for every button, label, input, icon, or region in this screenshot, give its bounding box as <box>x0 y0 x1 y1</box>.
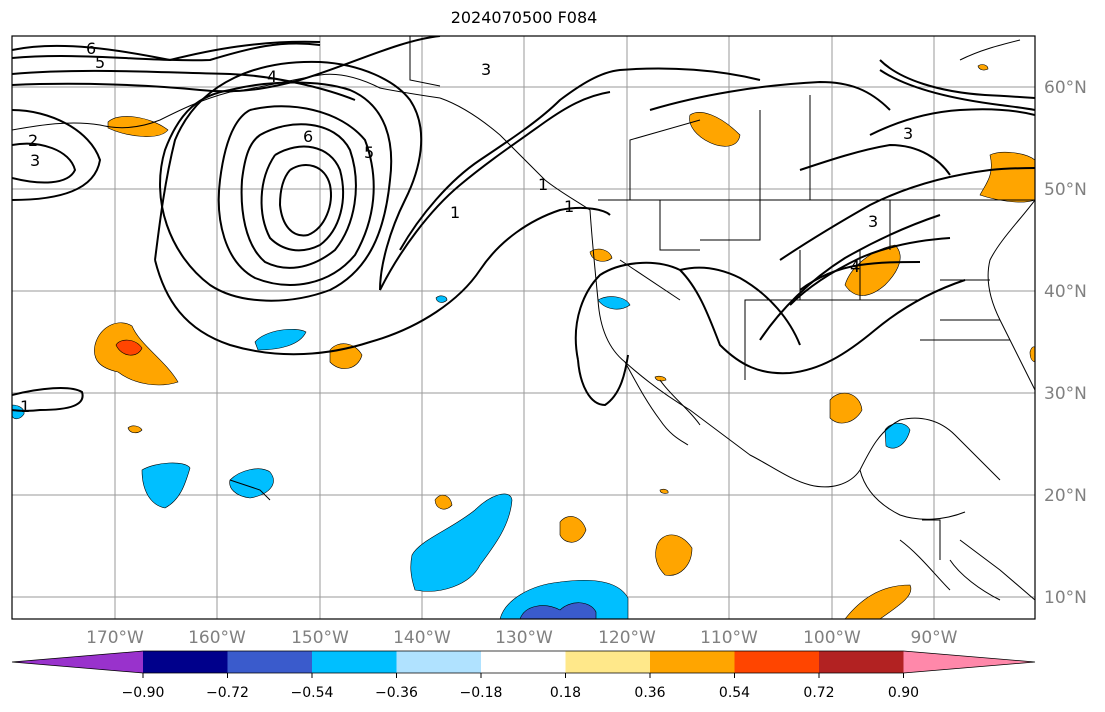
coastlines-borders <box>12 36 1035 601</box>
colorbar-tick-label: −0.72 <box>206 685 249 701</box>
lat-label: 30°N <box>1044 384 1087 404</box>
colorbar-tick-label: −0.54 <box>291 685 334 701</box>
colorbar: −0.90 −0.72 −0.54 −0.36 −0.18 0.18 0.36 0.54 0.7… <box>11 650 1036 701</box>
lon-label: 110°W <box>700 628 758 648</box>
positive-anomaly-region <box>844 244 901 296</box>
colorbar-tick-label: −0.36 <box>375 685 418 701</box>
positive-anomaly-region <box>559 516 587 543</box>
positive-anomaly-region <box>434 494 453 510</box>
positive-anomaly-region <box>1029 346 1035 363</box>
lon-label: 100°W <box>803 628 861 648</box>
lat-label: 20°N <box>1044 486 1087 506</box>
contour-label: 1 <box>20 397 30 416</box>
colorbar-segment <box>481 651 566 673</box>
contour-lines <box>12 36 1035 412</box>
lon-label: 120°W <box>598 628 656 648</box>
colorbar-segment <box>312 651 397 673</box>
contour-label: 3 <box>30 151 40 170</box>
colorbar-extend-min <box>12 651 143 673</box>
colorbar-tick-label: 0.90 <box>888 685 919 701</box>
positive-anomaly-region <box>654 375 667 382</box>
positive-anomaly-region <box>655 534 693 576</box>
colorbar-segment <box>650 651 735 673</box>
contour-label: 5 <box>364 143 374 162</box>
lon-label: 160°W <box>188 628 246 648</box>
colorbar-segment <box>227 651 313 673</box>
colorbar-segment <box>734 651 820 673</box>
colorbar-extend-max <box>903 651 1035 673</box>
contour-label: 1 <box>538 175 548 194</box>
colorbar-tick-label: 0.36 <box>634 685 665 701</box>
contour-label: 3 <box>903 124 913 143</box>
negative-anomaly-region <box>12 404 25 420</box>
contour-label: 2 <box>28 131 38 150</box>
map-title: 2024070500 F084 <box>450 8 598 27</box>
contour-label: 5 <box>95 53 105 72</box>
lon-label: 140°W <box>393 628 451 648</box>
lat-label: 40°N <box>1044 282 1087 302</box>
negative-anomaly-region <box>141 462 191 509</box>
positive-anomaly-region <box>659 488 669 494</box>
negative-anomaly-region <box>229 468 274 499</box>
colorbar-tick-label: 0.54 <box>719 685 750 701</box>
contour-label: 6 <box>86 39 96 58</box>
lon-label: 130°W <box>495 628 553 648</box>
map-border <box>11 35 1036 620</box>
lat-label: 60°N <box>1044 78 1087 98</box>
colorbar-segment <box>565 651 651 673</box>
lon-label: 90°W <box>911 628 958 648</box>
colorbar-segment <box>396 651 482 673</box>
colorbar-tick-label: −0.90 <box>122 685 165 701</box>
negative-anomaly-region <box>597 296 631 310</box>
latitude-labels: 60°N 50°N 40°N 30°N 20°N 10°N <box>1044 78 1087 608</box>
lon-label: 170°W <box>86 628 144 648</box>
contour-label: 6 <box>303 127 313 146</box>
colorbar-segment <box>819 651 904 673</box>
contour-label: 1 <box>564 197 574 216</box>
contour-label: 1 <box>450 203 460 222</box>
contour-label: 4 <box>267 67 277 86</box>
colorbar-segment <box>143 651 228 673</box>
lon-label: 150°W <box>291 628 349 648</box>
anomaly-fills <box>12 64 1035 619</box>
positive-anomaly-region <box>829 392 863 424</box>
positive-anomaly-region <box>979 151 1035 203</box>
contour-label: 3 <box>481 60 491 79</box>
positive-anomaly-region <box>127 425 143 434</box>
contour-label: 3 <box>868 212 878 231</box>
negative-anomaly-region <box>435 295 448 303</box>
strong-negative-anomaly-region <box>519 602 597 619</box>
lat-label: 10°N <box>1044 588 1087 608</box>
positive-anomaly-region <box>977 64 989 71</box>
lat-label: 50°N <box>1044 180 1087 200</box>
positive-anomaly-region <box>689 112 741 147</box>
colorbar-tick-label: 0.18 <box>550 685 581 701</box>
negative-anomaly-region <box>254 329 307 351</box>
strong-positive-anomaly-region <box>115 339 143 356</box>
contour-labels: 6 5 4 3 2 3 6 5 1 1 3 3 4 1 1 <box>20 39 913 416</box>
colorbar-tick-label: 0.72 <box>803 685 834 701</box>
colorbar-tick-label: −0.18 <box>460 685 503 701</box>
contour-label: 4 <box>850 257 860 276</box>
negative-anomaly-region <box>410 493 513 592</box>
positive-anomaly-region <box>844 584 912 619</box>
longitude-labels: 170°W 160°W 150°W 140°W 130°W 120°W 110°… <box>86 628 958 648</box>
